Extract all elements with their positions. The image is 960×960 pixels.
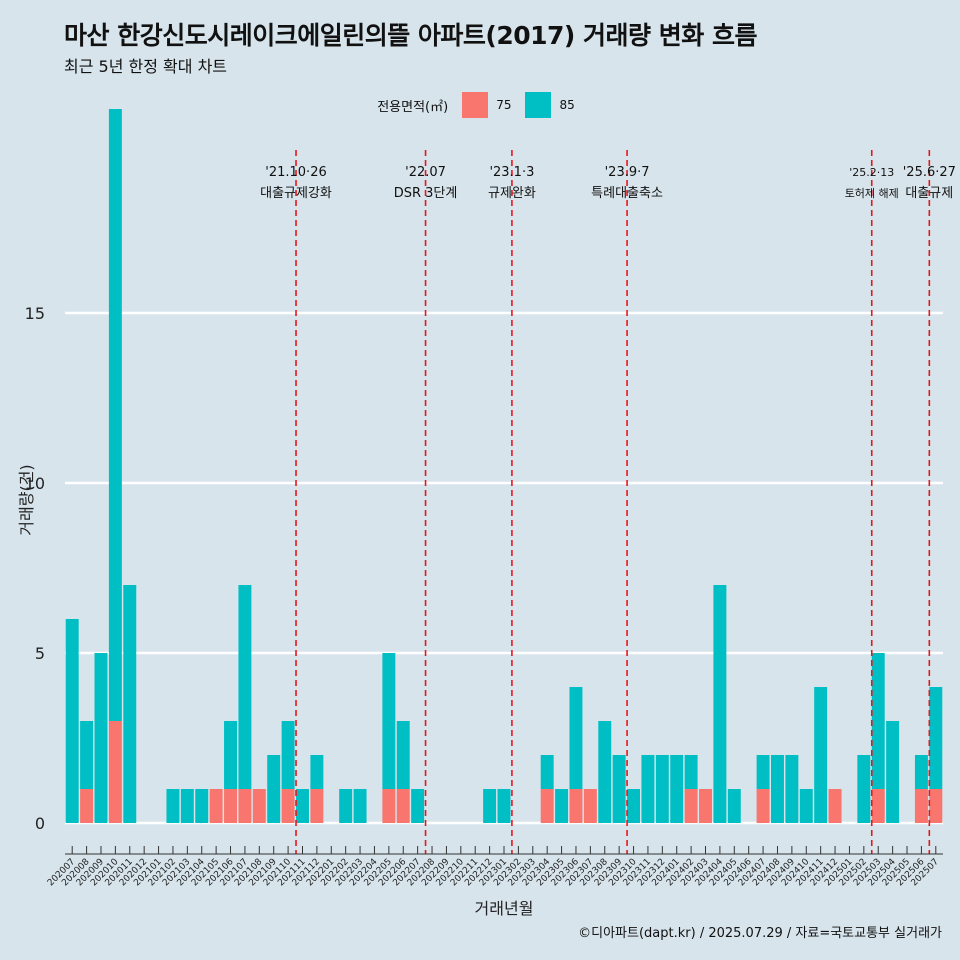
bar-202404-85 <box>713 585 727 823</box>
bar-202502-85 <box>857 755 871 823</box>
legend-title: 전용면적(㎡) <box>377 99 449 115</box>
bar-202506-75 <box>914 789 928 823</box>
bar-202106-75 <box>224 789 238 823</box>
bar-202503-75 <box>871 789 885 823</box>
bar-202212-85 <box>483 789 497 823</box>
bar-202008-85 <box>80 721 94 789</box>
bar-202405-85 <box>727 789 741 823</box>
bar-202304-85 <box>540 755 554 789</box>
bar-202306-75 <box>569 789 583 823</box>
bar-202205-75 <box>382 789 396 823</box>
bar-202506-85 <box>914 755 928 789</box>
bar-202410-85 <box>799 789 813 823</box>
event-label-5: 대출규제 <box>905 186 953 201</box>
bar-202103-85 <box>180 789 194 823</box>
bar-202112-85 <box>310 755 324 789</box>
chart-subtitle: 최근 5년 한정 확대 차트 <box>64 57 228 76</box>
x-axis-label: 거래년월 <box>475 899 534 918</box>
bar-202205-85 <box>382 653 396 789</box>
bar-202307-75 <box>583 789 597 823</box>
bar-202110-75 <box>281 789 295 823</box>
bar-202010-85 <box>108 109 122 721</box>
event-date-3: '23.9·7 <box>605 165 650 180</box>
legend-item-85: 85 <box>525 92 582 118</box>
y-tick-label-0: 0 <box>35 814 45 833</box>
bar-202407-75 <box>756 789 770 823</box>
bar-202010-75 <box>108 721 122 823</box>
gridlines <box>65 311 943 825</box>
bar-202206-75 <box>396 789 410 823</box>
bar-202102-85 <box>166 789 180 823</box>
bar-202104-85 <box>195 789 209 823</box>
legend-label-85: 85 <box>559 98 575 112</box>
bar-202110-85 <box>281 721 295 789</box>
bar-202407-85 <box>756 755 770 789</box>
bar-202311-85 <box>641 755 655 823</box>
bar-202301-85 <box>497 789 511 823</box>
caption: ©디아파트(dapt.kr) / 2025.07.29 / 자료=국토교통부 실… <box>578 926 942 941</box>
bar-202111-85 <box>296 789 309 823</box>
bar-202202-85 <box>339 789 353 823</box>
bar-202409-85 <box>785 755 799 823</box>
bar-202411-85 <box>814 687 828 823</box>
event-date-1: '22.07 <box>405 165 446 180</box>
event-label-3: 특례대출축소 <box>591 186 663 201</box>
bar-202408-85 <box>770 755 784 823</box>
event-label-1: DSR 3단계 <box>394 186 458 201</box>
y-axis-label: 거래량(건) <box>17 464 36 535</box>
event-label-2: 규제완화 <box>488 186 536 201</box>
bar-202306-85 <box>569 687 583 789</box>
bar-202507-75 <box>929 789 943 823</box>
bar-202402-85 <box>684 755 698 789</box>
y-tick-label-10: 10 <box>25 474 45 493</box>
event-label-0: 대출규제강화 <box>260 186 332 201</box>
bar-202009-85 <box>94 653 108 823</box>
bar-202401-85 <box>670 755 684 823</box>
bar-202105-75 <box>209 789 223 823</box>
legend-label-75: 75 <box>496 98 512 112</box>
bar-202412-75 <box>828 789 842 823</box>
bar-202309-85 <box>612 755 626 823</box>
chart-title: 마산 한강신도시레이크에일린의뜰 아파트(2017) 거래량 변화 흐름 <box>64 21 757 50</box>
event-date-0: '21.10·26 <box>265 165 326 180</box>
bar-202507-85 <box>929 687 943 789</box>
bar-202109-85 <box>267 755 281 823</box>
bar-202503-85 <box>871 653 885 789</box>
event-date-5: '25.6·27 <box>903 165 956 180</box>
legend-swatch-85 <box>525 92 552 118</box>
event-lines: '21.10·26 대출규제강화 '22.07 DSR 3단계 '23.1·3 규제완화 '… <box>260 150 956 854</box>
legend: 전용면적(㎡) 75 85 <box>0 92 960 118</box>
event-date-2: '23.1·3 <box>489 165 534 180</box>
legend-swatch-75 <box>462 92 489 118</box>
bar-202504-85 <box>886 721 900 823</box>
bar-202008-75 <box>80 789 94 823</box>
y-tick-label-5: 5 <box>35 644 45 663</box>
legend-item-75: 75 <box>462 92 519 118</box>
bar-202402-75 <box>684 789 698 823</box>
bar-202305-85 <box>555 789 569 823</box>
bar-202203-85 <box>353 789 367 823</box>
bar-202007-85 <box>65 619 79 823</box>
y-tick-label-15: 15 <box>25 304 45 323</box>
bar-202011-85 <box>123 585 137 823</box>
bar-202206-85 <box>396 721 410 789</box>
event-label-4: 토허제 해제 <box>845 186 899 200</box>
bar-202107-75 <box>238 789 252 823</box>
bar-202312-85 <box>655 755 669 823</box>
bar-202106-85 <box>224 721 238 789</box>
bar-202403-75 <box>699 789 712 823</box>
x-axis: 2020072020082020092020102020112020122021… <box>46 846 943 888</box>
bar-202310-85 <box>627 789 641 823</box>
bar-202207-85 <box>411 789 425 823</box>
bar-202112-75 <box>310 789 324 823</box>
bar-202108-75 <box>252 789 266 823</box>
bars <box>65 109 943 823</box>
event-date-4: '25.2·13 <box>849 166 894 179</box>
bar-202107-85 <box>238 585 252 789</box>
bar-202308-85 <box>598 721 612 823</box>
bar-202304-75 <box>540 789 554 823</box>
y-axis: 0 5 10 15 <box>25 304 45 833</box>
